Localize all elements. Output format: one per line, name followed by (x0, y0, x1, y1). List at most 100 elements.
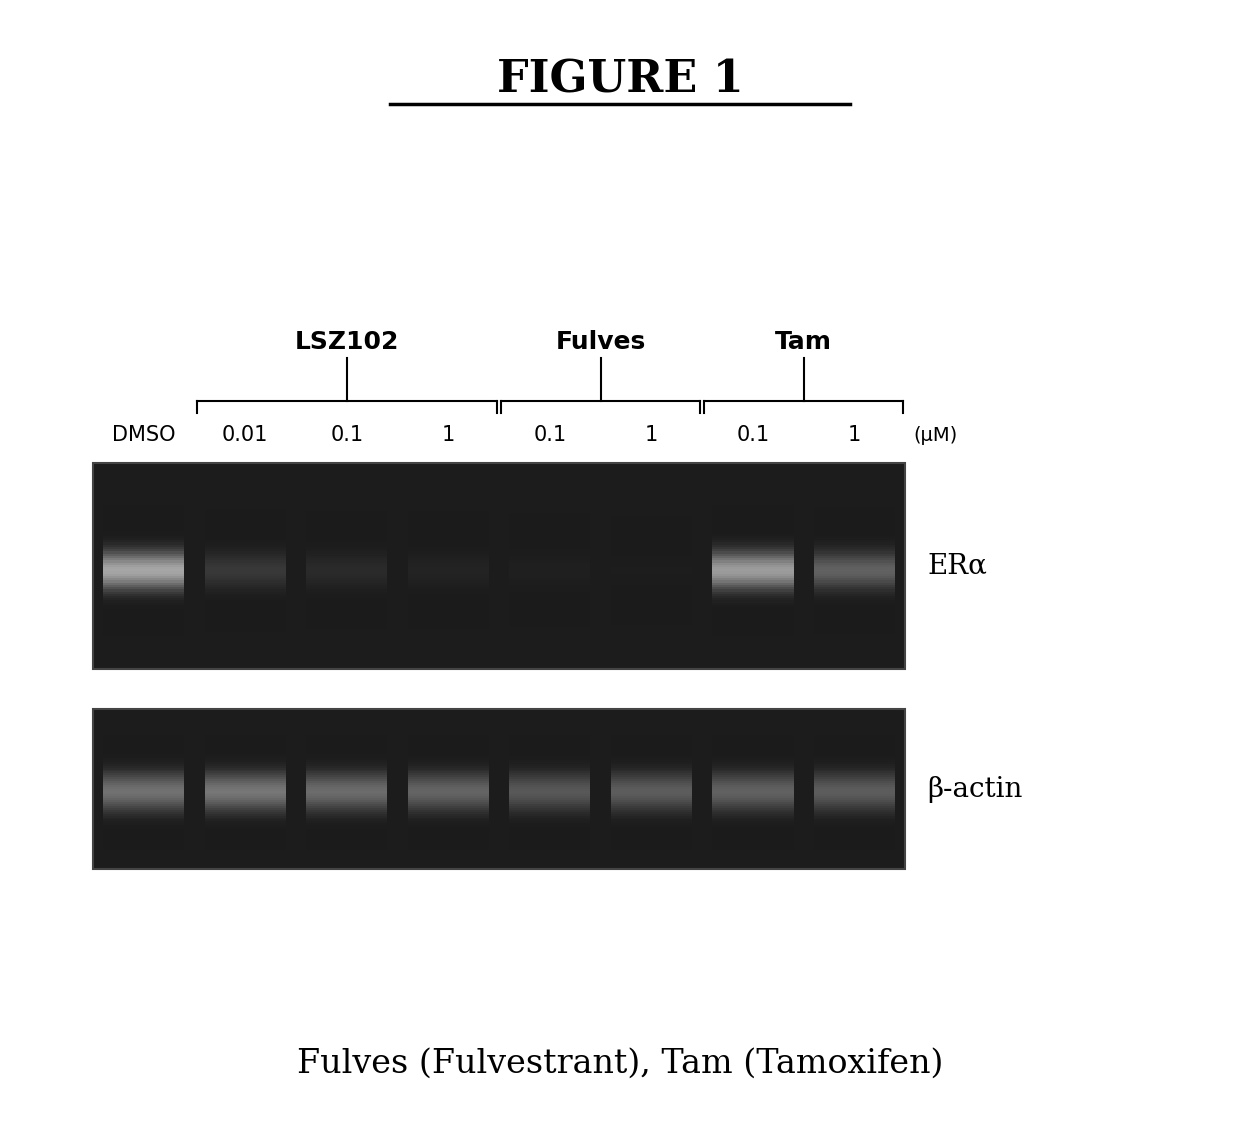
Bar (408, 523, 489, 525)
Bar (306, 615, 387, 618)
Bar (813, 547, 895, 549)
Bar (408, 591, 489, 594)
Bar (611, 591, 692, 594)
Bar (205, 567, 286, 570)
Bar (103, 551, 185, 554)
Bar (306, 770, 387, 771)
Bar (510, 585, 590, 587)
Bar (510, 816, 590, 818)
Bar (408, 807, 489, 808)
Bar (813, 631, 895, 634)
Bar (408, 556, 489, 558)
Bar (712, 636, 794, 638)
Bar (408, 771, 489, 773)
Bar (813, 636, 895, 638)
Bar (813, 748, 895, 750)
Bar (611, 636, 692, 638)
Bar (408, 521, 489, 523)
Bar (205, 748, 286, 750)
Bar (712, 533, 794, 535)
Bar (510, 839, 590, 841)
Bar (712, 748, 794, 750)
Bar (712, 796, 794, 799)
Bar (611, 607, 692, 610)
Bar (408, 836, 489, 839)
Bar (611, 598, 692, 601)
Bar (408, 819, 489, 821)
Bar (712, 540, 794, 542)
Bar (813, 808, 895, 810)
Bar (205, 739, 286, 740)
Bar (510, 505, 590, 507)
Bar (103, 525, 185, 526)
Bar (813, 745, 895, 746)
Bar (103, 545, 185, 547)
Bar (306, 598, 387, 601)
Bar (813, 585, 895, 587)
Bar (510, 794, 590, 796)
Bar (611, 836, 692, 839)
Bar (611, 589, 692, 591)
Bar (813, 791, 895, 793)
Bar (306, 610, 387, 612)
Bar (510, 514, 590, 516)
Bar (712, 601, 794, 603)
Bar (813, 589, 895, 591)
Bar (103, 746, 185, 748)
Bar (306, 636, 387, 638)
Bar (306, 836, 387, 839)
Bar (408, 816, 489, 818)
Bar (205, 625, 286, 627)
Bar (611, 773, 692, 776)
Bar (510, 627, 590, 629)
Bar (510, 634, 590, 636)
Bar (205, 549, 286, 551)
Bar (103, 567, 185, 570)
Bar (103, 760, 185, 762)
Bar (103, 580, 185, 582)
Bar (205, 818, 286, 819)
Text: LSZ102: LSZ102 (295, 331, 399, 355)
Bar (205, 742, 286, 745)
Bar (712, 567, 794, 570)
Bar (510, 620, 590, 622)
Bar (813, 753, 895, 754)
Bar (813, 821, 895, 824)
Bar (611, 787, 692, 788)
Bar (510, 740, 590, 742)
Bar (408, 781, 489, 782)
Bar (712, 570, 794, 571)
Bar (813, 760, 895, 762)
Bar (408, 824, 489, 825)
Bar (103, 591, 185, 594)
Bar (408, 813, 489, 816)
Bar (205, 750, 286, 753)
Bar (813, 841, 895, 842)
Bar (103, 598, 185, 601)
Bar (813, 812, 895, 813)
Bar (408, 596, 489, 598)
Bar (712, 782, 794, 785)
Bar (205, 598, 286, 601)
Bar (205, 571, 286, 573)
Bar (611, 514, 692, 516)
Bar (306, 620, 387, 622)
Bar (306, 511, 387, 514)
Bar (611, 612, 692, 614)
Bar (712, 819, 794, 821)
Bar (205, 793, 286, 794)
Bar (408, 578, 489, 580)
Bar (408, 612, 489, 614)
Bar (611, 801, 692, 802)
Bar (103, 540, 185, 542)
Bar (205, 801, 286, 802)
Bar (103, 627, 185, 629)
Bar (712, 734, 794, 737)
Bar (205, 821, 286, 824)
Bar (408, 831, 489, 833)
Bar (712, 807, 794, 808)
Bar (510, 549, 590, 551)
Bar (510, 754, 590, 756)
Bar (510, 773, 590, 776)
Bar (510, 527, 590, 529)
